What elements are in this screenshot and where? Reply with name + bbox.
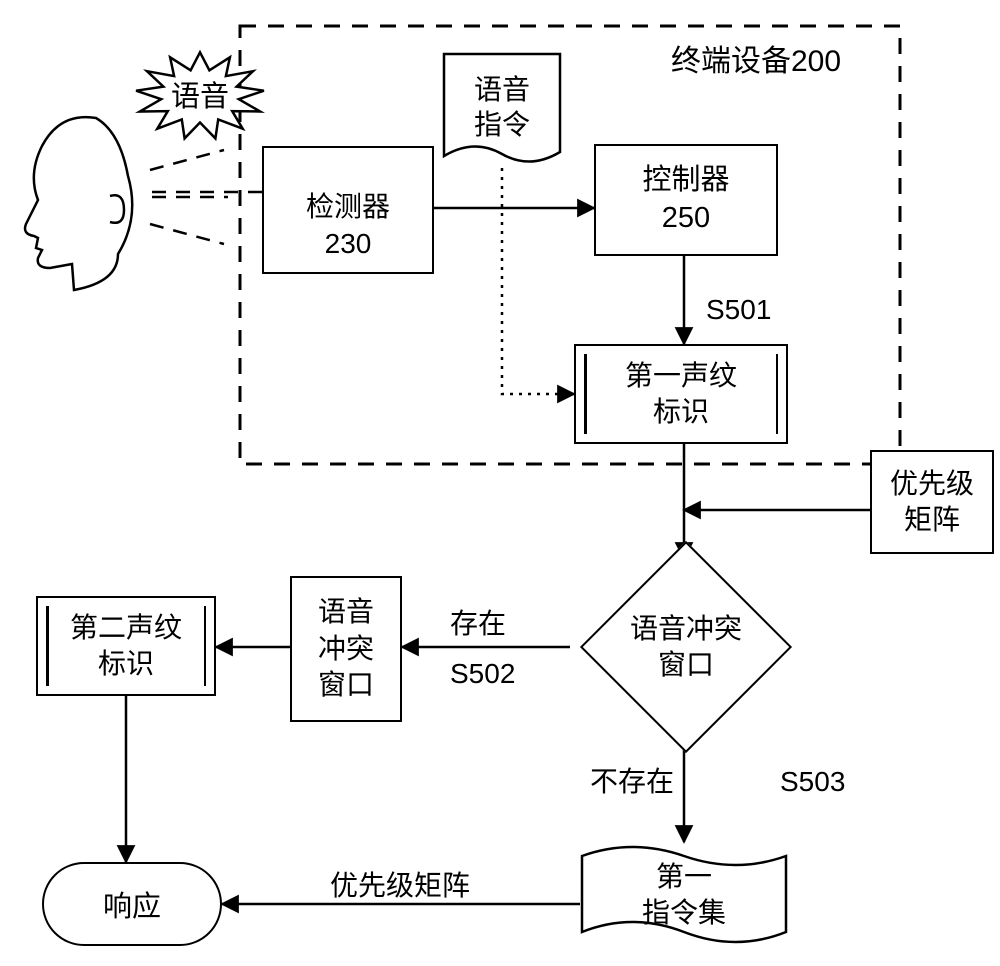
- conflict-window-label: 语音冲突窗口: [318, 594, 374, 703]
- edge-label-priority-matrix: 优先级矩阵: [330, 868, 470, 904]
- device-title: 终端设备200: [626, 42, 886, 81]
- response-label: 响应: [103, 883, 161, 925]
- edge-label-exists: 存在: [450, 606, 506, 642]
- conflict-window-box: 语音冲突窗口: [290, 576, 402, 722]
- svg-text:语音: 语音: [171, 80, 229, 113]
- voice-command-label: 语音指令: [442, 52, 562, 170]
- first-voiceprint-label: 第一声纹标识: [625, 358, 737, 431]
- decision-label: 语音冲突窗口: [630, 611, 742, 684]
- second-voiceprint-box: 第二声纹标识: [36, 596, 216, 696]
- priority-matrix-box: 优先级矩阵: [870, 450, 994, 554]
- second-voiceprint-label: 第二声纹标识: [70, 610, 182, 683]
- edge-label-s501: S501: [706, 292, 771, 328]
- first-instruction-set-label: 第一指令集: [580, 840, 788, 950]
- edge-label-s503: S503: [780, 764, 845, 800]
- first-voiceprint-box: 第一声纹标识: [574, 344, 788, 444]
- decision-diamond: 语音冲突窗口: [568, 560, 804, 734]
- edge-label-s502: S502: [450, 656, 515, 692]
- voice-command-doc: 语音指令: [442, 52, 562, 170]
- response-terminator: 响应: [42, 862, 222, 946]
- controller-box: 控制器250: [594, 144, 778, 256]
- priority-matrix-label: 优先级矩阵: [890, 466, 974, 539]
- first-instruction-set: 第一指令集: [580, 840, 788, 950]
- detector-box: 检测器230: [262, 146, 434, 274]
- edge-label-not-exists: 不存在: [590, 764, 674, 800]
- detector-label: 检测器230: [264, 189, 432, 262]
- controller-label: 控制器250: [642, 162, 729, 237]
